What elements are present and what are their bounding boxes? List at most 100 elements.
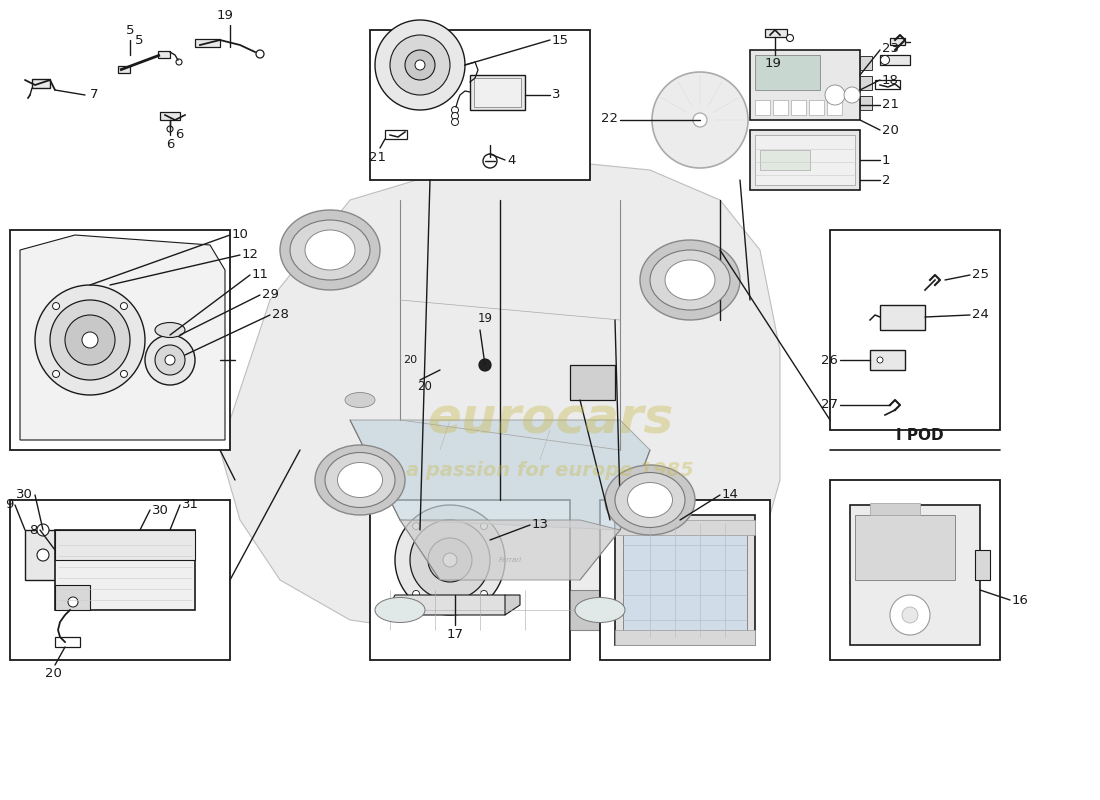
- Bar: [764, 29, 786, 37]
- Circle shape: [451, 113, 459, 119]
- Text: 18: 18: [882, 74, 899, 86]
- Bar: [755, 55, 820, 90]
- Bar: [32, 79, 50, 88]
- Bar: [600, 500, 770, 660]
- Text: 6: 6: [166, 138, 174, 151]
- Bar: [750, 50, 860, 120]
- Bar: [830, 230, 1000, 430]
- Text: a passion for europe 1985: a passion for europe 1985: [406, 461, 694, 479]
- Ellipse shape: [627, 482, 672, 518]
- Bar: [158, 51, 170, 58]
- Bar: [860, 96, 872, 110]
- Circle shape: [256, 50, 264, 58]
- Text: 2: 2: [882, 174, 891, 186]
- Text: 29: 29: [262, 289, 279, 302]
- Bar: [855, 515, 955, 580]
- Ellipse shape: [345, 393, 375, 407]
- Text: 13: 13: [532, 518, 549, 531]
- Bar: [850, 505, 980, 645]
- Text: 28: 28: [272, 309, 289, 322]
- Bar: [870, 350, 905, 370]
- Bar: [10, 500, 230, 660]
- Circle shape: [165, 355, 175, 365]
- Bar: [570, 365, 615, 400]
- Polygon shape: [20, 235, 226, 440]
- Polygon shape: [400, 520, 620, 580]
- Polygon shape: [350, 420, 650, 530]
- Bar: [55, 530, 195, 560]
- Text: 22: 22: [601, 111, 618, 125]
- Bar: [25, 530, 60, 580]
- Text: 21: 21: [882, 98, 899, 111]
- Ellipse shape: [666, 260, 715, 300]
- Ellipse shape: [324, 453, 395, 507]
- Circle shape: [428, 538, 472, 582]
- Text: 30: 30: [152, 503, 169, 517]
- Text: 30: 30: [16, 489, 33, 502]
- Bar: [55, 637, 80, 647]
- Circle shape: [395, 505, 505, 615]
- Circle shape: [825, 85, 845, 105]
- Circle shape: [37, 524, 50, 536]
- Ellipse shape: [615, 473, 685, 527]
- Circle shape: [844, 87, 860, 103]
- Circle shape: [483, 154, 497, 168]
- Bar: [379, 590, 620, 630]
- Text: 3: 3: [552, 89, 561, 102]
- Text: 24: 24: [972, 309, 989, 322]
- Circle shape: [410, 520, 490, 600]
- Circle shape: [120, 302, 128, 310]
- Bar: [615, 520, 755, 535]
- Circle shape: [902, 607, 918, 623]
- Bar: [623, 523, 747, 637]
- Circle shape: [65, 315, 116, 365]
- Bar: [830, 480, 1000, 660]
- Bar: [874, 80, 900, 89]
- Bar: [195, 39, 220, 47]
- Text: 26: 26: [821, 354, 838, 366]
- Circle shape: [693, 113, 707, 127]
- Bar: [55, 585, 90, 610]
- Ellipse shape: [650, 250, 730, 310]
- Bar: [370, 30, 590, 180]
- Ellipse shape: [280, 210, 380, 290]
- Bar: [10, 230, 230, 450]
- Bar: [55, 530, 195, 610]
- Bar: [773, 100, 788, 115]
- Circle shape: [82, 332, 98, 348]
- Text: 6: 6: [175, 129, 184, 142]
- Circle shape: [478, 359, 491, 371]
- Circle shape: [167, 126, 173, 132]
- Bar: [827, 100, 842, 115]
- Circle shape: [35, 285, 145, 395]
- Bar: [118, 66, 130, 73]
- Text: 5: 5: [135, 34, 143, 46]
- Bar: [860, 56, 872, 70]
- Bar: [470, 75, 525, 110]
- Ellipse shape: [640, 240, 740, 320]
- Text: 19: 19: [217, 9, 233, 22]
- Circle shape: [481, 590, 487, 598]
- Bar: [615, 515, 755, 645]
- Circle shape: [176, 59, 182, 65]
- Bar: [860, 76, 872, 90]
- Circle shape: [155, 345, 185, 375]
- Ellipse shape: [575, 598, 625, 622]
- Bar: [880, 305, 925, 330]
- Bar: [808, 100, 824, 115]
- Circle shape: [145, 335, 195, 385]
- Circle shape: [390, 35, 450, 95]
- Bar: [975, 550, 990, 580]
- Bar: [870, 503, 920, 515]
- Circle shape: [443, 553, 456, 567]
- Polygon shape: [505, 595, 520, 615]
- Bar: [615, 630, 755, 645]
- Text: 31: 31: [182, 498, 199, 511]
- Text: 20: 20: [882, 123, 899, 137]
- Circle shape: [880, 55, 890, 65]
- Circle shape: [405, 50, 435, 80]
- Text: 12: 12: [242, 249, 258, 262]
- Text: 21: 21: [370, 151, 386, 164]
- Text: 9: 9: [4, 498, 13, 511]
- Text: I POD: I POD: [896, 427, 944, 442]
